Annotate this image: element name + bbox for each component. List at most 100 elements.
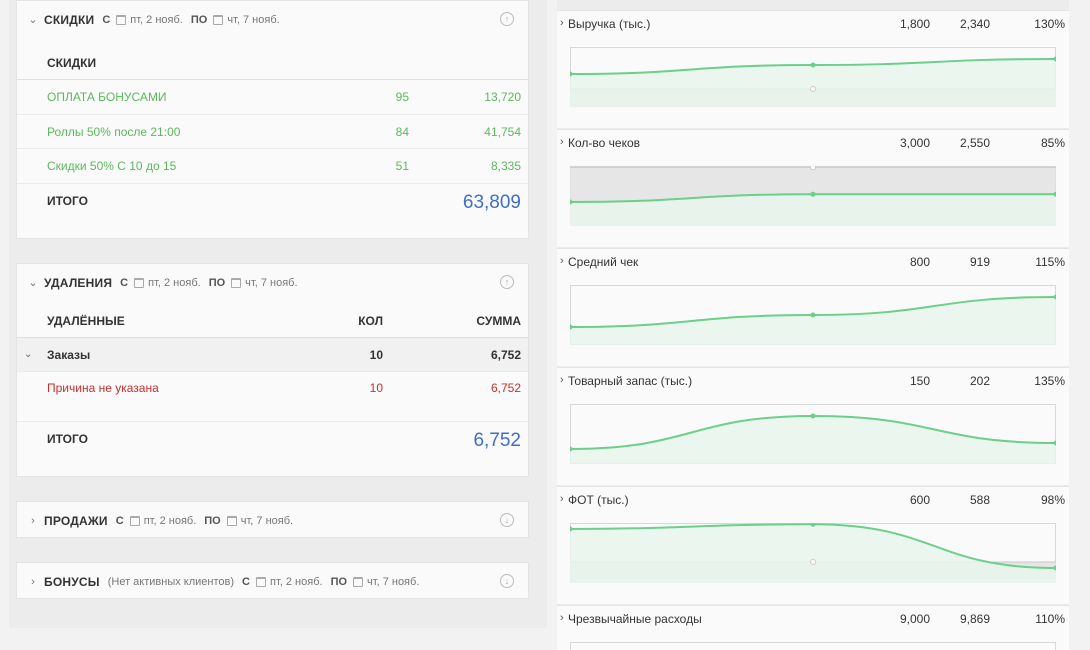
column-header-qty: КОЛ xyxy=(358,313,383,328)
from-keyword: С xyxy=(102,13,111,26)
arrow-up-circle-icon[interactable]: ↑ xyxy=(500,12,514,26)
from-date[interactable]: пт, 2 нояб. xyxy=(143,514,197,527)
column-header-sum: СУММА xyxy=(476,313,521,328)
table-row[interactable]: Скидки 50% С 10 до 15 51 8,335 xyxy=(17,149,528,184)
table-row[interactable]: Роллы 50% после 21:00 84 41,754 xyxy=(17,115,528,149)
metric-header[interactable]: › Выручка (тыс.) 1,800 2,340 130% xyxy=(557,11,1069,37)
arrow-up-circle-icon[interactable]: ↑ xyxy=(500,275,514,289)
chevron-right-icon[interactable]: › xyxy=(560,17,564,29)
sales-header[interactable]: › ПРОДАЖИ С пт, 2 нояб. ПО чт, 7 нояб. ↓ xyxy=(17,502,528,539)
sparkline-point xyxy=(1053,56,1056,62)
deletions-panel: ⌄ УДАЛЕНИЯ С пт, 2 нояб. ПО чт, 7 нояб. … xyxy=(16,263,529,477)
sparkline-area xyxy=(570,194,1056,226)
reason-row[interactable]: Причина не указана 10 6,752 xyxy=(17,372,528,422)
discounts-header[interactable]: ⌄ СКИДКИ С пт, 2 нояб. ПО чт, 7 нояб. ↑ xyxy=(17,1,528,38)
total-value: 6,752 xyxy=(473,430,521,451)
sparkline-point xyxy=(810,413,816,419)
arrow-down-circle-icon[interactable]: ↓ xyxy=(500,513,514,527)
to-date[interactable]: чт, 7 нояб. xyxy=(245,276,298,289)
metric-card[interactable]: › ФОТ (тыс.) 600 588 98% xyxy=(557,486,1069,604)
sparkline-point xyxy=(810,62,816,68)
total-value: 63,809 xyxy=(462,192,521,213)
table-row[interactable]: ОПЛАТА БОНУСАМИ 95 13,720 xyxy=(17,80,528,115)
discount-name: Скидки 50% С 10 до 15 xyxy=(47,159,177,173)
chevron-right-icon[interactable]: › xyxy=(560,255,564,267)
from-keyword: С xyxy=(120,276,129,289)
metric-card[interactable]: › Средний чек 800 919 115% xyxy=(557,248,1069,366)
sparkline-point xyxy=(1053,565,1056,571)
orders-group-row[interactable]: ⌄ Заказы 10 6,752 xyxy=(17,338,528,372)
metric-plan: 9,000 xyxy=(899,612,930,626)
bonuses-header[interactable]: › БОНУСЫ (Нет активных клиентов) С пт, 2… xyxy=(17,563,528,600)
left-column: ⌄ СКИДКИ С пт, 2 нояб. ПО чт, 7 нояб. ↑ … xyxy=(9,0,547,628)
discounts-column-header: СКИДКИ xyxy=(17,46,528,80)
sparkline-point xyxy=(810,191,816,197)
metric-header[interactable]: › Средний чек 800 919 115% xyxy=(557,249,1069,275)
calendar-icon[interactable] xyxy=(134,277,145,288)
calendar-icon[interactable] xyxy=(231,277,242,288)
sparkline-area xyxy=(570,59,1056,107)
discount-sum: 41,754 xyxy=(484,124,521,139)
bonuses-panel[interactable]: › БОНУСЫ (Нет активных клиентов) С пт, 2… xyxy=(16,562,529,599)
calendar-icon[interactable] xyxy=(255,576,266,587)
chevron-right-icon[interactable]: › xyxy=(560,374,564,386)
sparkline-area xyxy=(570,524,1056,583)
metric-header[interactable]: › Кол-во чеков 3,000 2,550 85% xyxy=(557,130,1069,156)
from-date[interactable]: пт, 2 нояб. xyxy=(130,13,183,26)
discount-name: Роллы 50% после 21:00 xyxy=(47,124,181,139)
metric-fact: 202 xyxy=(969,374,990,388)
metric-name: Выручка (тыс.) xyxy=(568,17,651,31)
calendar-icon[interactable] xyxy=(213,14,224,25)
from-date[interactable]: пт, 2 нояб. xyxy=(148,276,201,289)
metric-header[interactable]: › Товарный запас (тыс.) 150 202 135% xyxy=(557,368,1069,394)
chevron-down-icon[interactable]: ⌄ xyxy=(28,14,38,26)
to-date[interactable]: чт, 7 нояб. xyxy=(367,575,420,588)
chevron-right-icon[interactable]: › xyxy=(560,136,564,148)
calendar-icon[interactable] xyxy=(353,576,364,587)
deletions-title: УДАЛЕНИЯ xyxy=(44,275,113,290)
metric-header[interactable]: › ФОТ (тыс.) 600 588 98% xyxy=(557,487,1069,513)
reason-qty: 10 xyxy=(369,381,383,395)
calendar-icon[interactable] xyxy=(226,515,237,526)
chevron-right-icon[interactable]: › xyxy=(31,514,35,527)
chevron-down-icon[interactable]: ⌄ xyxy=(24,349,33,360)
metric-card[interactable]: › Выручка (тыс.) 1,800 2,340 130% xyxy=(557,10,1069,128)
sparkline-area xyxy=(570,416,1056,464)
discounts-title: СКИДКИ xyxy=(44,12,95,27)
calendar-icon[interactable] xyxy=(129,515,140,526)
discount-sum: 8,335 xyxy=(490,159,521,173)
metric-card[interactable]: › Товарный запас (тыс.) 150 202 135% xyxy=(557,367,1069,485)
metric-fact: 588 xyxy=(969,493,990,507)
metric-name: Кол-во чеков xyxy=(568,136,641,150)
sparkline-point xyxy=(570,324,573,330)
total-label: ИТОГО xyxy=(47,194,88,208)
to-date[interactable]: чт, 7 нояб. xyxy=(240,514,294,527)
chevron-right-icon[interactable]: › xyxy=(560,493,564,505)
group-qty: 10 xyxy=(369,347,383,362)
chevron-right-icon[interactable]: › xyxy=(560,612,564,624)
bonuses-note: (Нет активных клиентов) xyxy=(107,575,235,588)
metric-card[interactable]: › Кол-во чеков 3,000 2,550 85% xyxy=(557,129,1069,247)
from-date[interactable]: пт, 2 нояб. xyxy=(269,575,323,588)
chevron-right-icon[interactable]: › xyxy=(31,575,35,588)
to-keyword: ПО xyxy=(190,13,208,26)
deletions-header[interactable]: ⌄ УДАЛЕНИЯ С пт, 2 нояб. ПО чт, 7 нояб. … xyxy=(17,264,528,301)
sales-panel[interactable]: › ПРОДАЖИ С пт, 2 нояб. ПО чт, 7 нояб. ↓ xyxy=(16,501,529,538)
plan-point xyxy=(810,559,816,565)
to-date[interactable]: чт, 7 нояб. xyxy=(227,13,280,26)
metric-fact: 2,550 xyxy=(959,136,990,150)
total-label: ИТОГО xyxy=(47,432,88,446)
group-name: Заказы xyxy=(47,347,91,362)
sales-title: ПРОДАЖИ xyxy=(44,513,108,528)
metric-header[interactable]: › Чрезвычайные расходы 9,000 9,869 110% xyxy=(557,606,1069,632)
reason-sum: 6,752 xyxy=(490,381,521,395)
chevron-down-icon[interactable]: ⌄ xyxy=(28,277,38,289)
calendar-icon[interactable] xyxy=(116,14,127,25)
metric-card[interactable]: › Чрезвычайные расходы 9,000 9,869 110% xyxy=(557,605,1069,650)
sparkline-point xyxy=(1053,191,1056,197)
sparkline-chart xyxy=(570,47,1056,107)
metric-fact: 919 xyxy=(969,255,990,269)
sparkline-chart xyxy=(570,166,1056,226)
to-keyword: ПО xyxy=(208,276,226,289)
arrow-down-circle-icon[interactable]: ↓ xyxy=(500,574,514,588)
